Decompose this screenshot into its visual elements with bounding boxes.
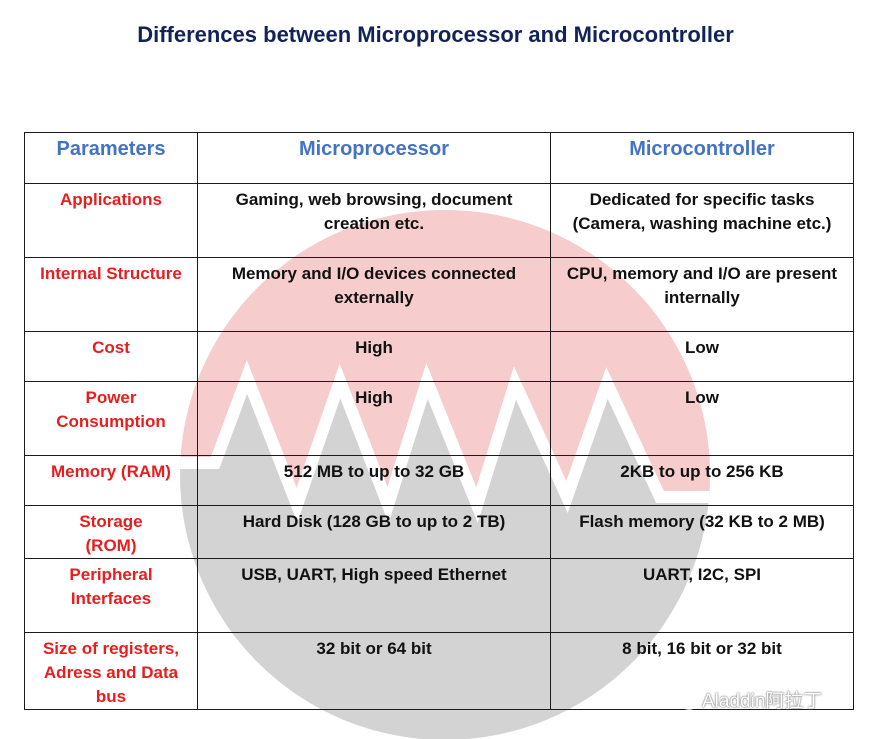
param-cell: Size of registers, Adress and Data bus	[24, 632, 198, 710]
microcontroller-cell: CPU, memory and I/O are present internal…	[550, 257, 854, 332]
table-row: Memory (RAM) 512 MB to up to 32 GB 2KB t…	[24, 455, 854, 506]
table-row: Size of registers, Adress and Data bus 3…	[24, 632, 854, 710]
microprocessor-cell: High	[197, 381, 551, 456]
page-title: Differences between Microprocessor and M…	[137, 22, 734, 47]
microcontroller-cell: Low	[550, 381, 854, 456]
table-row: Internal Structure Memory and I/O device…	[24, 257, 854, 332]
header-row: Parameters Microprocessor Microcontrolle…	[24, 132, 854, 184]
microprocessor-cell: USB, UART, High speed Ethernet	[197, 558, 551, 633]
microprocessor-cell: Memory and I/O devices connected externa…	[197, 257, 551, 332]
wechat-icon	[672, 689, 698, 710]
watermark-label: Aladdin阿拉丁	[672, 686, 822, 713]
microprocessor-cell: High	[197, 331, 551, 382]
param-cell: Internal Structure	[24, 257, 198, 332]
microprocessor-cell: 32 bit or 64 bit	[197, 632, 551, 710]
microcontroller-cell: Dedicated for specific tasks (Camera, wa…	[550, 183, 854, 258]
param-cell: Cost	[24, 331, 198, 382]
microprocessor-cell: 512 MB to up to 32 GB	[197, 455, 551, 506]
watermark-text: Aladdin阿拉丁	[702, 691, 823, 712]
comparison-table: Parameters Microprocessor Microcontrolle…	[24, 132, 854, 710]
table-row: Power Consumption High Low	[24, 381, 854, 456]
table-row: Peripheral Interfaces USB, UART, High sp…	[24, 558, 854, 633]
param-cell: Memory (RAM)	[24, 455, 198, 506]
param-cell: Storage (ROM)	[24, 505, 198, 559]
header-parameters: Parameters	[24, 132, 198, 184]
param-cell: Peripheral Interfaces	[24, 558, 198, 633]
param-cell: Power Consumption	[24, 381, 198, 456]
header-microcontroller: Microcontroller	[550, 132, 854, 184]
table-row: Cost High Low	[24, 331, 854, 382]
microcontroller-cell: Flash memory (32 KB to 2 MB)	[550, 505, 854, 559]
table-row: Storage (ROM) Hard Disk (128 GB to up to…	[24, 505, 854, 559]
microcontroller-cell: UART, I2C, SPI	[550, 558, 854, 633]
header-microprocessor: Microprocessor	[197, 132, 551, 184]
microcontroller-cell: Low	[550, 331, 854, 382]
microcontroller-cell: 2KB to up to 256 KB	[550, 455, 854, 506]
microprocessor-cell: Gaming, web browsing, document creation …	[197, 183, 551, 258]
table-row: Applications Gaming, web browsing, docum…	[24, 183, 854, 258]
microcontroller-cell: 8 bit, 16 bit or 32 bit	[550, 632, 854, 710]
microprocessor-cell: Hard Disk (128 GB to up to 2 TB)	[197, 505, 551, 559]
param-cell: Applications	[24, 183, 198, 258]
